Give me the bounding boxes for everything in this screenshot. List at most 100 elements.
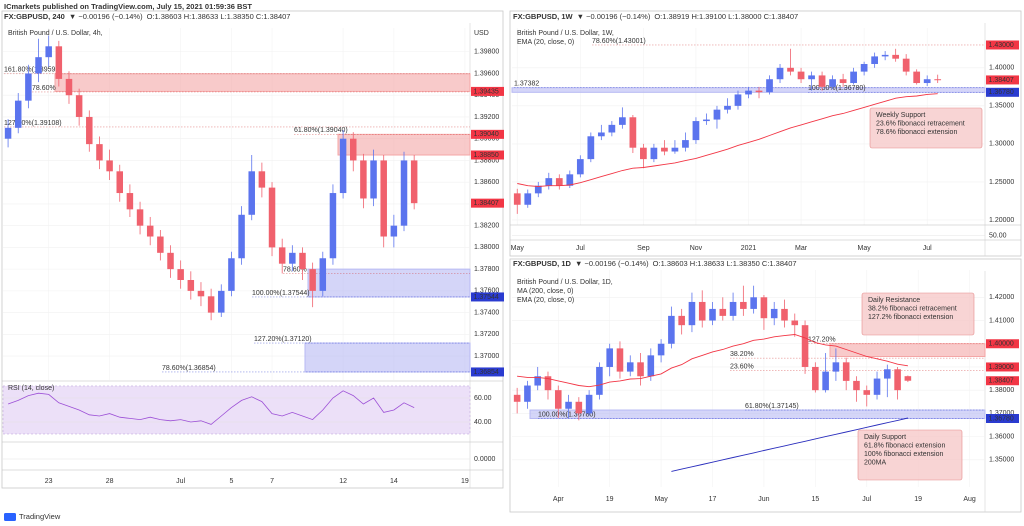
fib-label: 100.00%(1.36780)	[808, 85, 866, 92]
legend-entry: EMA (20, close, 0)	[517, 297, 574, 304]
candle-body	[668, 315, 675, 344]
x-tick-label: May	[511, 245, 525, 252]
candle-body	[745, 90, 752, 95]
candle-body	[524, 193, 532, 205]
candle-body	[770, 308, 778, 319]
x-tick-label: Jun	[758, 496, 769, 503]
candle-body	[913, 71, 921, 84]
price-tag-label: 1.38407	[989, 77, 1014, 84]
x-tick-label: Jul	[862, 496, 871, 503]
candle-body	[894, 369, 901, 391]
candle-body	[923, 79, 931, 84]
x-tick-label: 15	[811, 496, 819, 503]
candle-body	[545, 178, 553, 186]
price-tag-label: 1.39000	[989, 364, 1014, 371]
zone	[54, 73, 471, 92]
y-tick-label: 1.37400	[474, 309, 499, 316]
fib-label: 100.00%(1.37544)	[252, 290, 310, 297]
x-tick-label: 28	[106, 478, 114, 485]
currency: USD	[474, 30, 489, 37]
y-tick-label: 1.37000	[989, 410, 1014, 417]
fib-label: 161.80%(1.39597)	[4, 67, 62, 74]
candle-body	[760, 297, 768, 319]
annotation-text: 78.6% fibonacci extension	[876, 129, 957, 136]
annotation-box	[869, 107, 983, 149]
candle-body	[629, 117, 637, 148]
candle-body	[640, 147, 647, 160]
y-tick-label: 1.41000	[989, 317, 1014, 324]
candle-body	[729, 301, 737, 316]
price-tag	[986, 376, 1019, 386]
candle-body	[647, 355, 655, 377]
y-tick-label: 1.35000	[989, 103, 1014, 110]
price-tag	[986, 87, 1019, 97]
candle-body	[14, 100, 22, 128]
price-tag-label: 1.36854	[474, 369, 499, 376]
price-tag-label: 1.38407	[989, 378, 1014, 385]
fib-label: 61.80%(1.39040)	[294, 127, 348, 134]
candle-body	[45, 46, 52, 58]
x-tick-label: 17	[709, 496, 717, 503]
price-tag-label: 1.38850	[474, 152, 499, 159]
candle-body	[25, 73, 32, 101]
candle-body	[167, 252, 174, 270]
candle-body	[524, 385, 531, 402]
candle-body	[713, 109, 721, 120]
x-tick-label: 23	[45, 478, 53, 485]
candle-body	[808, 75, 815, 80]
candle-body	[892, 54, 900, 59]
chart-legend-title: British Pound / U.S. Dollar, 1W,	[517, 30, 614, 37]
candle-body	[797, 71, 805, 80]
candle-body	[791, 320, 799, 326]
y-tick-label: 1.30000	[989, 141, 1014, 148]
y-tick-label: 50.00	[989, 232, 1007, 239]
candle-body	[197, 290, 205, 297]
candle-body	[698, 301, 706, 321]
footer: TradingView	[19, 512, 61, 521]
fib-label: 78.60%	[32, 85, 56, 92]
x-tick-label: 2021	[741, 245, 757, 252]
candle-body	[566, 174, 574, 186]
candle-body	[719, 308, 727, 316]
candle-body	[513, 193, 521, 205]
ohlc: O:1.38603 H:1.38633 L:1.38350 C:1.38407	[147, 12, 291, 21]
symbol: FX:GBPUSD, 1W	[513, 12, 574, 21]
candle-body	[682, 140, 689, 148]
fib-label: 23.60%	[730, 363, 754, 370]
y-tick-label: 1.38000	[474, 244, 499, 251]
fib-label: 127.20%	[808, 337, 836, 344]
chart-legend-title: British Pound / U.S. Dollar, 4h,	[8, 30, 103, 37]
zone	[307, 268, 471, 298]
x-tick-label: Jul	[576, 245, 585, 252]
price-tag-label: 1.39040	[474, 131, 499, 138]
candle-body	[839, 79, 847, 84]
x-tick-label: 19	[606, 496, 614, 503]
price-tag-label: 1.39435	[474, 88, 499, 95]
candle-body	[136, 209, 144, 226]
candle-body	[703, 119, 710, 122]
candle-body	[829, 79, 836, 87]
y-tick-label: 1.42000	[989, 294, 1014, 301]
candle-body	[597, 132, 605, 137]
candle-body	[766, 79, 773, 93]
fib-label: 78.60%(1.43001)	[592, 38, 646, 45]
annotation-text: 127.2% fibonacci extension	[868, 314, 953, 321]
candle-body	[544, 376, 552, 391]
publisher: ICmarkets published on TradingView.com, …	[4, 2, 252, 11]
y-tick-label: 1.40000	[989, 65, 1014, 72]
candle-body	[608, 124, 616, 133]
fib-label: 100.00%(1.36780)	[538, 411, 596, 418]
x-tick-label: 12	[339, 478, 347, 485]
x-tick-label: 14	[390, 478, 398, 485]
candle-body	[709, 308, 716, 321]
candle-body	[881, 54, 889, 57]
candle-body	[207, 296, 215, 313]
candle-body	[863, 390, 871, 395]
candle-body	[106, 160, 113, 172]
candle-body	[678, 315, 685, 326]
price-tag	[471, 86, 504, 96]
candle-body	[734, 94, 742, 106]
x-tick-label: 19	[461, 478, 469, 485]
candle-body	[339, 138, 347, 194]
